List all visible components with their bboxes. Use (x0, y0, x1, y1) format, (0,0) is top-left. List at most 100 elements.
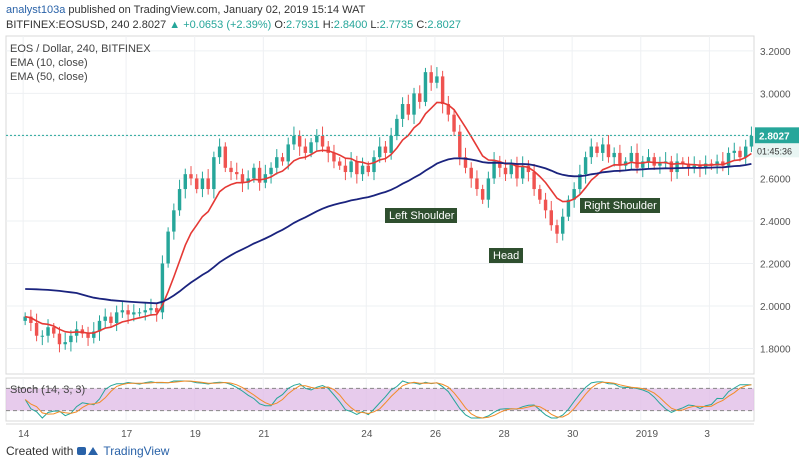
candle-body (195, 178, 199, 190)
y-tick-label: 3.2000 (760, 47, 791, 58)
candle-body (349, 161, 353, 173)
candle-body (52, 327, 56, 334)
candle-body (492, 161, 496, 179)
candle-body (498, 161, 502, 168)
candle-body (149, 308, 153, 311)
candle-body (743, 146, 748, 158)
legend-stoch: Stoch (14, 3, 3) (10, 384, 86, 396)
ohlc-line: BITFINEX:EOSUSD, 240 2.8027 ▲ +0.0653 (+… (6, 19, 461, 31)
candle-body (446, 104, 451, 115)
legend-title: EOS / Dollar, 240, BITFINEX (10, 43, 151, 55)
x-tick-label: 30 (567, 429, 579, 440)
open-value: 2.7931 (285, 19, 320, 31)
candle-body (515, 163, 519, 179)
candle-body (675, 161, 679, 173)
candle-body (286, 144, 290, 162)
candle-body (669, 161, 674, 173)
tradingview-logo-icon (77, 447, 99, 455)
candle-body (372, 157, 376, 173)
candle-body (154, 308, 159, 313)
left-shoulder-label: Left Shoulder (389, 210, 455, 222)
high-value: 2.8400 (333, 19, 368, 31)
x-tick-label: 24 (361, 429, 373, 440)
ema10-line (25, 101, 752, 335)
change-text: +0.0653 (+2.39%) (183, 19, 272, 31)
low-label: L: (370, 19, 380, 31)
candle-body (681, 161, 685, 164)
candle-body (200, 178, 205, 190)
countdown-text: 01:45:36 (757, 146, 792, 156)
candle-body (183, 174, 187, 190)
candle-body (400, 104, 405, 119)
candle-body (235, 172, 239, 175)
candle-body (612, 152, 616, 158)
candle-body (658, 163, 662, 166)
candle-body (560, 216, 565, 234)
stoch-band (6, 388, 754, 411)
candle-body (337, 161, 342, 166)
candle-body (303, 146, 308, 153)
candle-body (509, 163, 513, 175)
candle-body (189, 174, 193, 179)
candle-body (440, 76, 445, 105)
candle-body (423, 72, 428, 102)
x-tick-label: 2019 (636, 429, 659, 440)
price-tag (755, 127, 799, 144)
candle-body (366, 165, 370, 173)
candle-body (57, 333, 62, 345)
x-tick-label: 19 (190, 429, 202, 440)
candle-body (320, 135, 325, 147)
x-tick-label: 26 (430, 429, 442, 440)
right-shoulder-label-bg (580, 198, 660, 213)
publish-line: analyst103a published on TradingView.com… (6, 4, 365, 16)
candle-body (475, 178, 479, 190)
candle-body (589, 146, 594, 158)
x-tick-label: 17 (121, 429, 133, 440)
candle-body (126, 310, 130, 315)
candle-body (389, 135, 393, 153)
countdown-tag (755, 143, 799, 158)
candle-body (452, 114, 456, 132)
footer: Created with TradingView (6, 444, 169, 458)
candle-body (92, 331, 96, 338)
candle-body (166, 231, 170, 264)
high-label: H: (322, 19, 334, 31)
candle-body (583, 157, 588, 175)
candle-body (412, 93, 416, 115)
author-link[interactable]: analyst103a (6, 4, 66, 16)
candle-body (69, 335, 73, 343)
candle-body (292, 135, 296, 145)
x-tick-label: 3 (704, 429, 710, 440)
candle-body (97, 320, 102, 332)
x-tick-label: 28 (499, 429, 511, 440)
y-tick-label: 2.4000 (760, 217, 791, 228)
candle-body (34, 322, 39, 336)
candle-body (732, 150, 736, 153)
candle-body (715, 161, 719, 166)
candle-body (217, 146, 222, 158)
candle-body (629, 152, 634, 162)
candle-body (332, 152, 336, 162)
candle-body (429, 72, 433, 83)
candle-body (635, 152, 639, 168)
candle-body (212, 157, 216, 190)
right-shoulder-label: Right Shoulder (584, 200, 657, 212)
candle-body (646, 157, 651, 162)
candle-body (395, 118, 399, 136)
candle-body (458, 131, 462, 158)
candle-body (206, 178, 210, 190)
tradingview-brand[interactable]: TradingView (103, 444, 170, 458)
candle-body (618, 152, 622, 166)
candle-body (275, 157, 279, 168)
head-label-bg (489, 248, 523, 263)
candle-body (652, 157, 656, 166)
published-text: published on TradingView.com, January 02… (68, 4, 366, 16)
close-price: 2.8027 (132, 19, 167, 31)
candle-body (469, 167, 473, 179)
price-tag-text: 2.8027 (759, 131, 790, 142)
candle-body (29, 316, 33, 323)
candle-body (406, 104, 411, 115)
candle-body (326, 146, 330, 153)
candle-body (601, 144, 605, 153)
